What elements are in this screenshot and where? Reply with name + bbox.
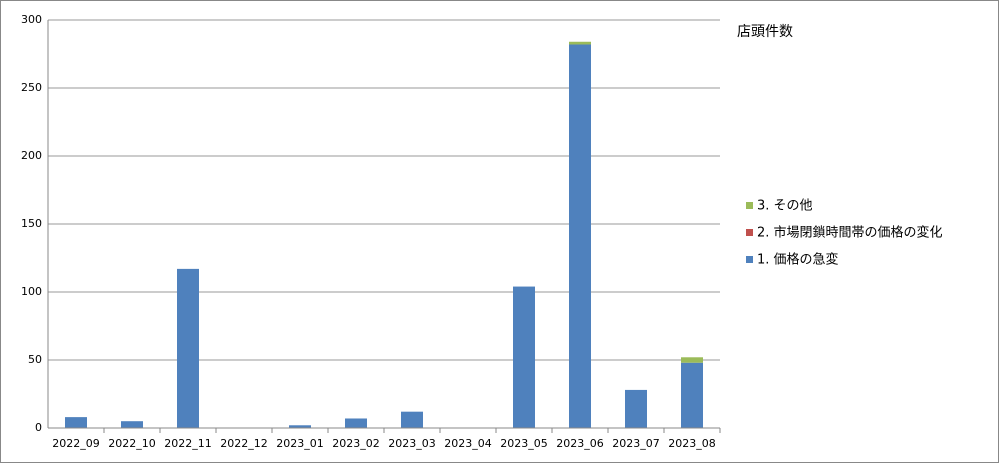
legend-label: 3. その他 (757, 199, 813, 214)
y-tick-label: 50 (28, 353, 42, 366)
legend-swatch (746, 202, 753, 209)
x-tick-label: 2022_12 (220, 437, 268, 450)
y-tick-label: 250 (21, 81, 42, 94)
bar-segment (569, 44, 591, 428)
bar-segment (345, 418, 367, 428)
x-tick-label: 2023_02 (332, 437, 380, 450)
x-tick-label: 2022_09 (52, 437, 100, 450)
bar-segment (289, 425, 311, 428)
x-tick-label: 2023_07 (612, 437, 660, 450)
bar-segment (625, 389, 647, 428)
bar-segment (65, 417, 87, 428)
bar-segment (681, 362, 703, 428)
bar-segment (569, 41, 591, 45)
legend: 1. 価格の急変 2. 市場閉鎖時間帯の価格の変化 3. その他 (746, 199, 943, 268)
x-tick-label: 2023_05 (500, 437, 548, 450)
x-tick-label: 2023_08 (668, 437, 716, 450)
y-tick-label: 200 (21, 149, 42, 162)
x-tick-label: 2023_03 (388, 437, 436, 450)
y-tick-label: 150 (21, 217, 42, 230)
bar-segment (513, 286, 535, 428)
y-tick-label: 0 (35, 421, 42, 434)
bar-segment (177, 268, 199, 428)
y-tick-label: 100 (21, 285, 42, 298)
x-tick-label: 2023_01 (276, 437, 324, 450)
legend-swatch (746, 256, 753, 263)
legend-swatch (746, 229, 753, 236)
y-tick-label: 300 (21, 13, 42, 26)
legend-label: 2. 市場閉鎖時間帯の価格の変化 (757, 225, 943, 241)
bar-segment (121, 421, 143, 428)
x-tick-label: 2023_06 (556, 437, 604, 450)
x-tick-label: 2023_04 (444, 437, 492, 450)
chart-title: 店頭件数 (737, 24, 793, 40)
bar-segment (681, 357, 703, 363)
bar-segment (401, 411, 423, 428)
x-tick-label: 2022_10 (108, 437, 156, 450)
x-tick-label: 2022_11 (164, 437, 212, 450)
legend-label: 1. 価格の急変 (757, 252, 839, 268)
